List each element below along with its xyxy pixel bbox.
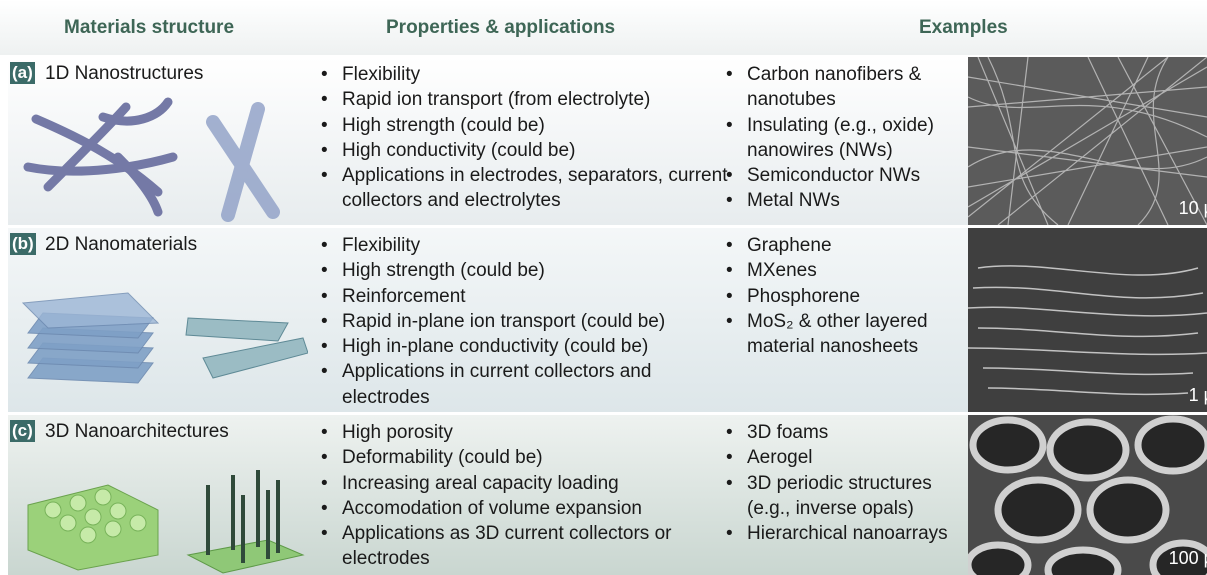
- list-item: Phosphorene: [747, 284, 972, 309]
- figure: {"header": {"columns": ["Materials struc…: [0, 0, 1207, 575]
- row: 1 μm (b)2D NanomaterialsFlexibilityHigh …: [8, 228, 1207, 412]
- list-item: High strength (could be): [342, 113, 732, 138]
- row-title: 1D Nanostructures: [45, 63, 203, 85]
- column-header: Examples: [919, 17, 1008, 39]
- scale-bar-label: 1 μm: [1189, 385, 1207, 406]
- column-header: Materials structure: [64, 17, 234, 39]
- list-item: Hierarchical nanoarrays: [747, 521, 972, 546]
- scale-bar-label: 100 μm: [1169, 548, 1207, 569]
- examples-list: Carbon nanofibers & nanotubesInsulating …: [723, 62, 972, 214]
- list-item: Increasing areal capacity loading: [342, 471, 732, 496]
- illustration-1d: [8, 97, 308, 225]
- list-item: Aerogel: [747, 445, 972, 470]
- list-item: Metal NWs: [747, 188, 972, 213]
- row-label: (c): [10, 420, 35, 442]
- list-item: High conductivity (could be): [342, 138, 732, 163]
- list-item: 3D foams: [747, 420, 972, 445]
- row-title: 3D Nanoarchitectures: [45, 421, 229, 443]
- list-item: High strength (could be): [342, 258, 732, 283]
- properties-list: FlexibilityHigh strength (could be)Reinf…: [318, 233, 732, 410]
- list-item: Applications in electrodes, separators, …: [342, 163, 732, 214]
- list-item: Deformability (could be): [342, 445, 732, 470]
- properties-list: FlexibilityRapid ion transport (from ele…: [318, 62, 732, 214]
- properties-list: High porosityDeformability (could be)Inc…: [318, 420, 732, 572]
- list-item: Rapid ion transport (from electrolyte): [342, 87, 732, 112]
- list-item: MoS₂ & other layered material nanosheets: [747, 309, 972, 360]
- scale-bar-label: 10 μm: [1179, 198, 1207, 219]
- micrograph-texture: [968, 228, 1207, 412]
- examples-list: 3D foamsAerogel3D periodic structures (e…: [723, 420, 972, 546]
- row-label: (a): [10, 62, 35, 84]
- micrograph: 100 μm: [968, 415, 1207, 575]
- row: 100 μm (c) 3D Nanoarchitectures High poros…: [8, 415, 1207, 575]
- list-item: Rapid in-plane ion transport (could be): [342, 309, 732, 334]
- row-label: (b): [10, 233, 36, 255]
- list-item: Carbon nanofibers & nanotubes: [747, 62, 972, 113]
- examples-list: GrapheneMXenesPhosphoreneMoS₂ & other la…: [723, 233, 972, 359]
- header: Materials structure Properties & applica…: [0, 0, 1207, 55]
- list-item: MXenes: [747, 258, 972, 283]
- list-item: Semiconductor NWs: [747, 163, 972, 188]
- list-item: High porosity: [342, 420, 732, 445]
- micrograph: 10 μm: [968, 57, 1207, 225]
- illustration-3d: [8, 455, 308, 575]
- list-item: Insulating (e.g., oxide) nanowires (NWs): [747, 113, 972, 164]
- list-item: Graphene: [747, 233, 972, 258]
- list-item: 3D periodic structures (e.g., inverse op…: [747, 471, 972, 522]
- list-item: Flexibility: [342, 62, 732, 87]
- column-header: Properties & applications: [386, 17, 615, 39]
- list-item: Flexibility: [342, 233, 732, 258]
- list-item: Applications as 3D current collectors or…: [342, 521, 732, 572]
- illustration-2d: [8, 283, 308, 408]
- list-item: Accomodation of volume expansion: [342, 496, 732, 521]
- micrograph: 1 μm: [968, 228, 1207, 412]
- row: 10 μm (a) 1D Nanostructures FlexibilityRap…: [8, 57, 1207, 225]
- list-item: High in-plane conductivity (could be): [342, 334, 732, 359]
- micrograph-texture: [968, 57, 1207, 225]
- row-title: 2D Nanomaterials: [45, 234, 197, 256]
- list-item: Reinforcement: [342, 284, 732, 309]
- list-item: Applications in current collectors and e…: [342, 359, 732, 410]
